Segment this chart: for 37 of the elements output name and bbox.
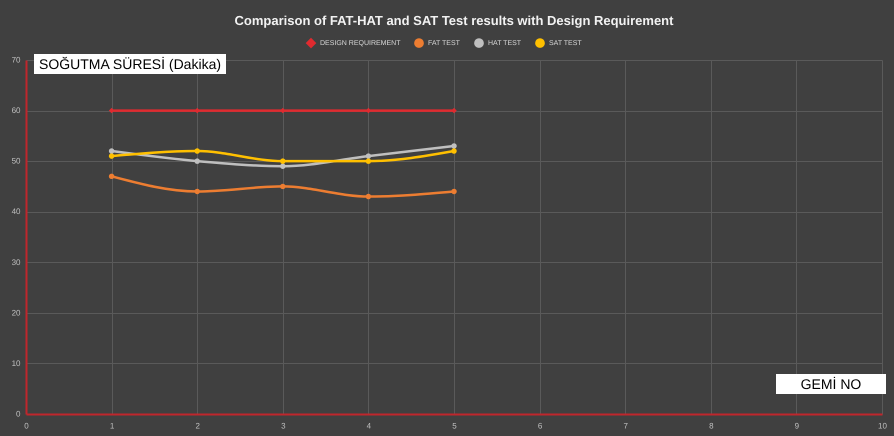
y-tick-label: 40 (12, 207, 22, 216)
y-tick-label: 50 (12, 156, 22, 166)
y-tick-label: 20 (12, 308, 22, 318)
y-axis-title: SOĞUTMA SÜRESİ (Dakika) (39, 56, 222, 72)
point (451, 148, 457, 154)
point (451, 188, 457, 194)
x-tick-label: 3 (281, 422, 286, 430)
point (108, 174, 114, 180)
point (194, 188, 200, 194)
y-tick-label: 10 (12, 358, 22, 368)
x-tick-label: 8 (709, 422, 714, 430)
x-tick-label: 7 (623, 422, 628, 430)
point (451, 143, 457, 149)
point (366, 158, 372, 164)
y-tick-label: 60 (12, 106, 22, 116)
x-tick-label: 1 (110, 422, 115, 430)
y-tick-label: 30 (12, 258, 22, 267)
x-tick-label: 5 (452, 422, 458, 430)
point (108, 148, 114, 154)
x-axis-title: GEMİ NO (800, 376, 862, 392)
x-tick-label: 4 (366, 422, 372, 430)
y-tick-label: 70 (12, 56, 22, 64)
point (366, 153, 372, 159)
y-tick-label: 0 (16, 410, 22, 418)
point (366, 194, 372, 200)
x-tick-label: 9 (794, 422, 800, 430)
point (280, 158, 286, 164)
x-tick-label: 0 (24, 422, 30, 430)
point (280, 163, 286, 169)
point (194, 158, 200, 164)
point (280, 184, 286, 190)
point (194, 148, 200, 154)
point (108, 153, 114, 159)
x-tick-label: 10 (878, 422, 888, 430)
x-tick-label: 6 (538, 422, 543, 430)
x-tick-label: 2 (195, 422, 200, 430)
chart-title: Comparison of FAT-HAT and SAT Test results with Design Requirement (234, 13, 674, 28)
